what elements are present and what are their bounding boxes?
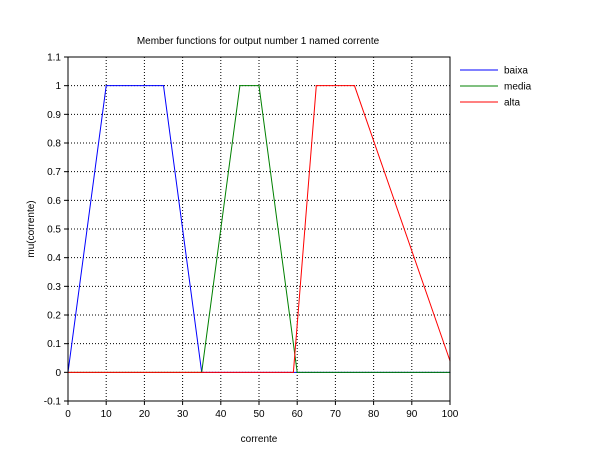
- data-point-media: [239, 85, 241, 87]
- y-tick-label: 1: [55, 81, 61, 92]
- y-tick-label: 1.1: [47, 53, 61, 64]
- y-tick-label: 0.3: [47, 282, 61, 293]
- y-tick-label: 0.8: [47, 139, 61, 150]
- data-point-baixa: [162, 85, 165, 87]
- data-point-baixa: [105, 85, 107, 87]
- y-tick-label: 0.4: [47, 253, 61, 264]
- x-tick-label: 40: [215, 409, 227, 420]
- data-point-media: [258, 85, 260, 87]
- y-tick-label: 0.6: [47, 196, 61, 207]
- chart-title: Member functions for output number 1 nam…: [137, 36, 380, 47]
- x-tick-label: 50: [253, 409, 265, 420]
- y-tick-label: 0.1: [47, 339, 61, 350]
- x-tick-label: 90: [406, 409, 418, 420]
- y-tick-label: 0.2: [47, 311, 61, 322]
- y-tick-label: 0.7: [47, 167, 61, 178]
- y-tick-label: 0.9: [47, 110, 61, 121]
- y-tick-label: -0.1: [44, 397, 62, 408]
- legend-label-media: media: [504, 82, 532, 93]
- x-tick-label: 20: [139, 409, 151, 420]
- data-point-alta: [315, 85, 317, 87]
- legend-label-baixa: baixa: [504, 66, 528, 77]
- x-tick-label: 80: [368, 409, 380, 420]
- series-lines: [67, 85, 451, 373]
- x-axis-title: corrente: [241, 434, 278, 445]
- legend: baixa media alta: [460, 66, 532, 109]
- y-axis-title: mu(corrente): [26, 200, 37, 257]
- data-point-alta: [353, 85, 356, 87]
- axis-ticks: 0 10 20 30 40 50 60 70 80 90 100-0.100.10.20.30.40…: [44, 53, 459, 421]
- x-tick-label: 100: [442, 409, 459, 420]
- grid-lines: [68, 57, 450, 401]
- data-point-media: [296, 371, 298, 373]
- legend-label-alta: alta: [504, 98, 521, 109]
- x-tick-label: 70: [330, 409, 342, 420]
- x-tick-label: 60: [292, 409, 304, 420]
- y-tick-label: 0: [55, 368, 61, 379]
- x-tick-label: 0: [65, 409, 71, 420]
- y-tick-label: 0.5: [47, 225, 61, 236]
- x-tick-label: 10: [101, 409, 113, 420]
- x-tick-label: 30: [177, 409, 189, 420]
- data-point-alta: [292, 371, 294, 373]
